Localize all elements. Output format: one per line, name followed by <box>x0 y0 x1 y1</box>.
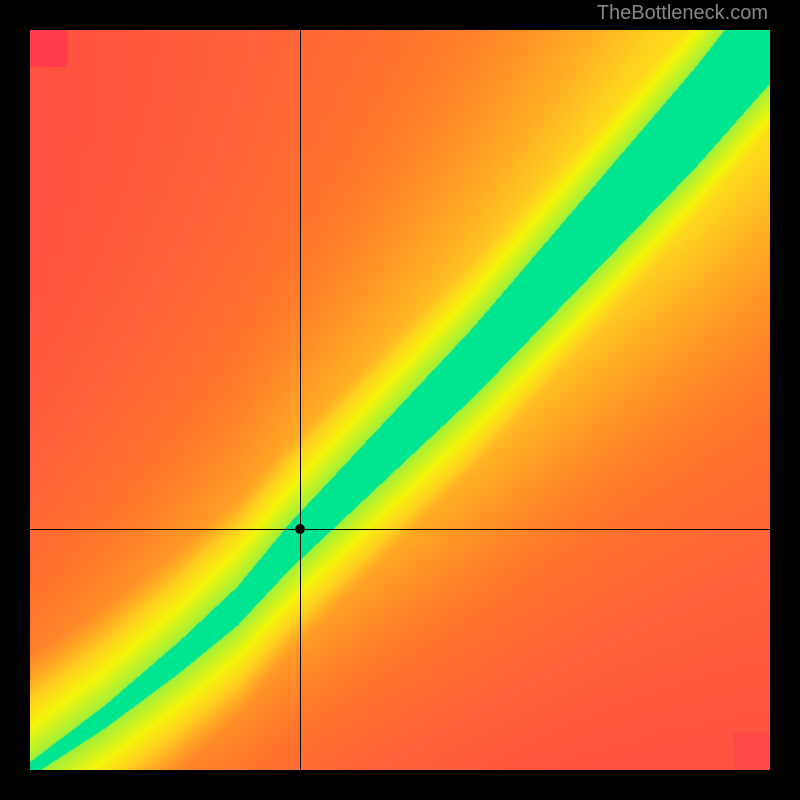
crosshair-horizontal <box>30 529 770 530</box>
heatmap-plot <box>30 30 770 770</box>
crosshair-vertical <box>300 30 301 770</box>
watermark-text: TheBottleneck.com <box>597 2 768 25</box>
marker-dot <box>295 524 305 534</box>
heatmap-canvas <box>30 30 770 770</box>
